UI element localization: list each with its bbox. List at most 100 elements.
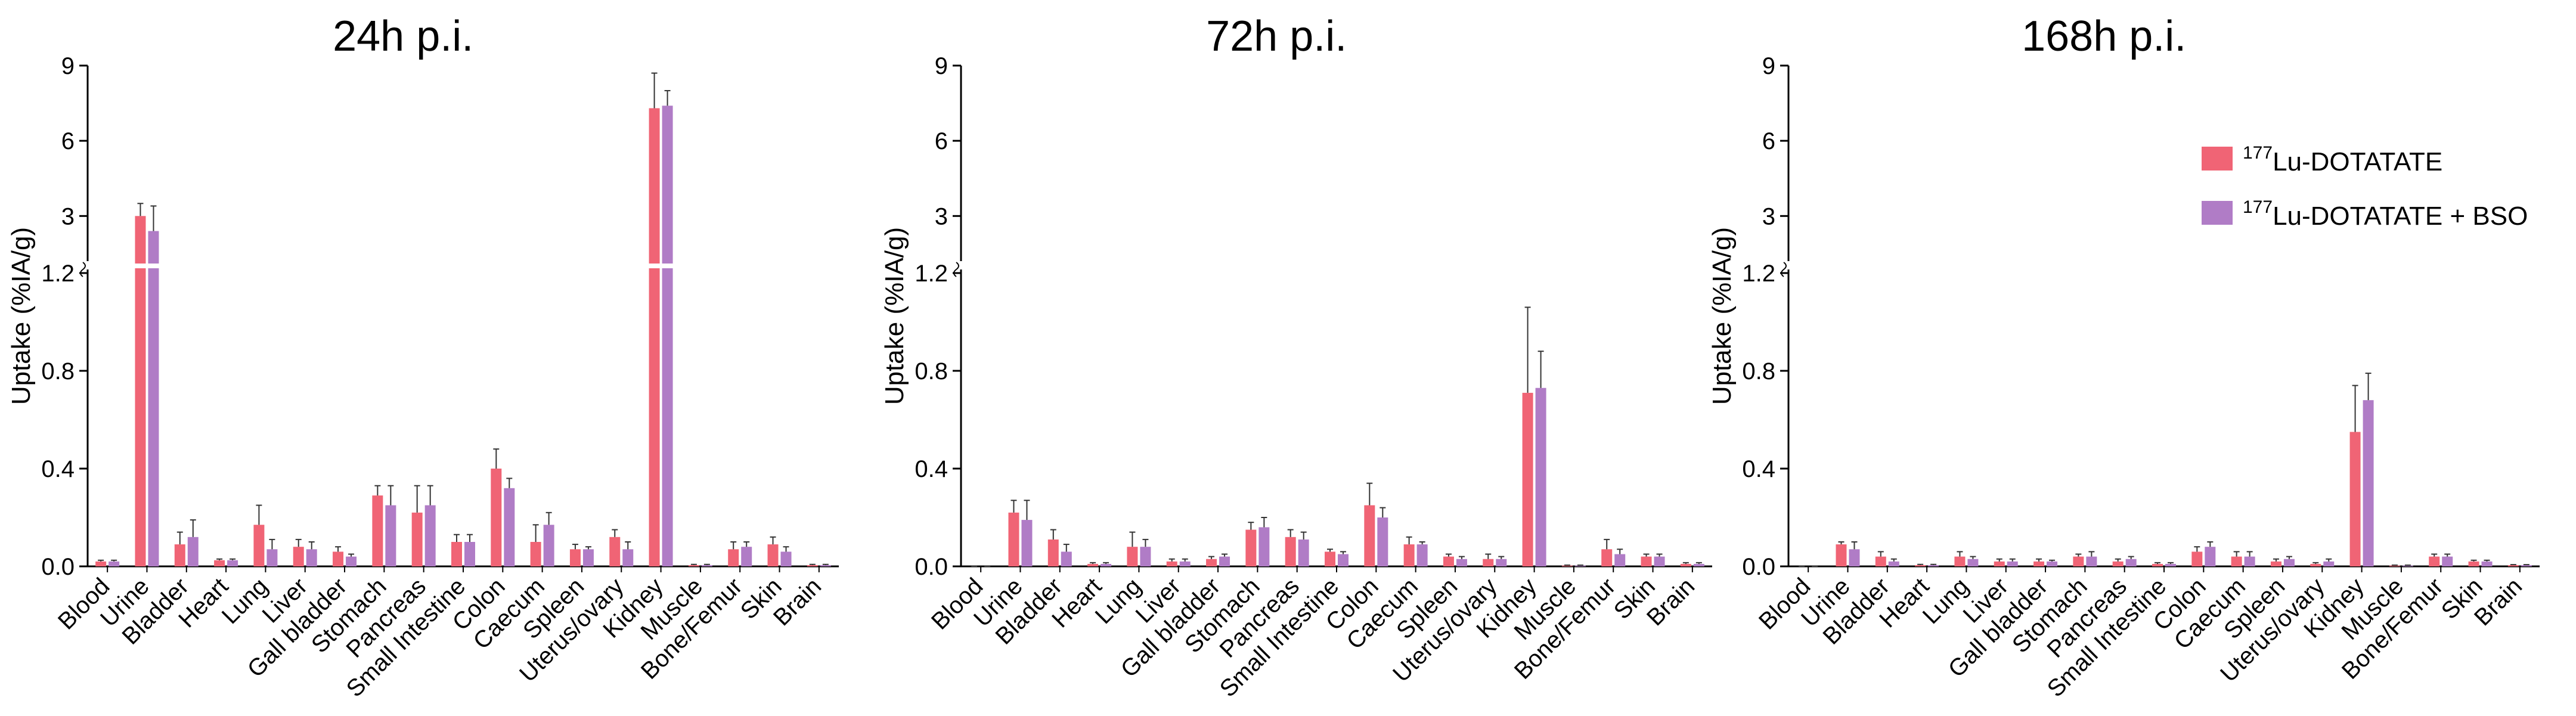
category-label-brain: Brain xyxy=(768,573,826,631)
bar-lu-dotatate-bso-caecum xyxy=(1416,544,1428,566)
y-tick-label: 9 xyxy=(1762,53,1775,79)
bar-lu-dotatate-bso-colon xyxy=(2205,547,2216,566)
bar-lu-dotatate-uterus-ovary xyxy=(609,537,621,566)
bar-lu-dotatate-bso-heart xyxy=(1928,565,1939,566)
bar-lu-dotatate-colon xyxy=(1364,505,1375,566)
bar-lu-dotatate-urine xyxy=(135,216,146,566)
bar-lu-dotatate-liver xyxy=(1994,561,2005,566)
bar-lu-dotatate-bso-spleen xyxy=(582,549,594,566)
bar-lu-dotatate-lung xyxy=(253,525,265,566)
bar-lu-dotatate-bso-pancreas xyxy=(2125,559,2137,566)
legend-swatch-lu-dotatate-bso xyxy=(2202,201,2233,225)
bar-lu-dotatate-bso-pancreas xyxy=(424,505,436,566)
bar-lu-dotatate-skin xyxy=(767,544,779,566)
bar-lu-dotatate-bso-stomach xyxy=(385,505,396,566)
category-label-brain: Brain xyxy=(1642,573,1700,631)
bar-lu-dotatate-bso-uterus-ovary xyxy=(1496,559,1507,566)
y-tick-label: 1.2 xyxy=(1742,261,1775,287)
category-label-lung: Lung xyxy=(1918,573,1974,629)
bar-lu-dotatate-bso-heart xyxy=(1101,563,1112,566)
bar-lu-dotatate-muscle xyxy=(688,565,699,566)
bar-lu-dotatate-bso-small-intestine xyxy=(1338,554,1349,566)
bar-break-gap xyxy=(147,264,160,268)
bar-lu-dotatate-colon xyxy=(2191,551,2203,566)
y-tick-label: 0.8 xyxy=(915,358,948,385)
bar-lu-dotatate-kidney xyxy=(649,108,660,566)
category-label-lung: Lung xyxy=(1090,573,1146,629)
bar-lu-dotatate-bso-bladder xyxy=(1061,551,1072,566)
chart-panel-168h-p-i: 168h p.i.Uptake (%IA/g)0.00.40.81.2369Bl… xyxy=(1707,13,2540,702)
bar-lu-dotatate-caecum xyxy=(530,542,541,566)
bar-lu-dotatate-bso-colon xyxy=(504,488,515,566)
bar-lu-dotatate-uterus-ovary xyxy=(1483,559,1494,566)
bar-lu-dotatate-bso-urine xyxy=(148,231,159,566)
bar-lu-dotatate-colon xyxy=(491,469,502,566)
bar-lu-dotatate-bso-kidney xyxy=(1535,388,1546,566)
y-axis-break-mark xyxy=(1781,262,1787,277)
bar-lu-dotatate-bso-spleen xyxy=(1456,559,1467,566)
bar-lu-dotatate-bladder xyxy=(1875,556,1886,566)
y-tick-label: 9 xyxy=(61,53,75,79)
bar-lu-dotatate-bso-urine xyxy=(1021,520,1033,566)
bar-lu-dotatate-bso-bone-femur xyxy=(2442,556,2453,566)
bar-break-gap xyxy=(661,264,674,268)
bar-lu-dotatate-gall-bladder xyxy=(1206,559,1217,566)
y-tick-label: 6 xyxy=(61,128,75,154)
y-tick-label: 0.4 xyxy=(41,456,75,482)
y-axis-break-mark xyxy=(80,262,86,277)
bar-lu-dotatate-heart xyxy=(214,560,225,566)
bar-lu-dotatate-stomach xyxy=(2073,556,2084,566)
bar-lu-dotatate-bso-brain xyxy=(1693,563,1704,566)
bar-lu-dotatate-bso-gall-bladder xyxy=(2047,561,2058,566)
bar-lu-dotatate-bso-bladder xyxy=(187,537,199,566)
bar-lu-dotatate-bso-lung xyxy=(266,549,278,566)
bar-lu-dotatate-caecum xyxy=(1403,544,1415,566)
bar-lu-dotatate-bso-liver xyxy=(306,549,317,566)
bar-lu-dotatate-bso-liver xyxy=(2007,561,2018,566)
y-tick-label: 0.0 xyxy=(41,554,75,580)
y-axis-title: Uptake (%IA/g) xyxy=(1707,227,1737,405)
bar-lu-dotatate-lung xyxy=(1127,547,1138,566)
bar-lu-dotatate-bso-stomach xyxy=(2086,556,2097,566)
bar-lu-dotatate-bso-skin xyxy=(2481,561,2493,566)
bar-lu-dotatate-pancreas xyxy=(2112,561,2124,566)
panel-title: 168h p.i. xyxy=(2022,13,2186,60)
y-tick-label: 0.8 xyxy=(1742,358,1775,385)
legend: 177Lu-DOTATATE 177Lu-DOTATATE + BSO xyxy=(2202,143,2528,231)
legend-label-lu-dotatate-bso: 177Lu-DOTATATE + BSO xyxy=(2243,197,2528,231)
y-tick-label: 0.4 xyxy=(1742,456,1775,482)
bar-lu-dotatate-bso-brain xyxy=(2521,565,2532,566)
bar-lu-dotatate-bso-urine xyxy=(1849,549,1860,566)
bar-lu-dotatate-skin xyxy=(2468,561,2479,566)
bar-lu-dotatate-pancreas xyxy=(1285,537,1296,566)
bar-lu-dotatate-small-intestine xyxy=(2152,563,2163,566)
y-tick-label: 6 xyxy=(935,128,948,154)
bar-lu-dotatate-bso-bone-femur xyxy=(1614,554,1626,566)
bar-lu-dotatate-bso-blood xyxy=(109,561,120,566)
bar-lu-dotatate-uterus-ovary xyxy=(2310,563,2321,566)
bar-lu-dotatate-blood xyxy=(95,561,107,566)
y-tick-label: 3 xyxy=(1762,203,1775,230)
bar-lu-dotatate-bso-bone-femur xyxy=(741,547,752,566)
bar-lu-dotatate-bladder xyxy=(174,544,185,566)
y-tick-label: 3 xyxy=(935,203,948,230)
bar-lu-dotatate-bso-gall-bladder xyxy=(346,556,357,566)
bar-lu-dotatate-lung xyxy=(1954,556,1966,566)
bar-lu-dotatate-small-intestine xyxy=(1325,551,1335,566)
bar-lu-dotatate-bladder xyxy=(1047,539,1059,566)
y-tick-label: 0.0 xyxy=(915,554,948,580)
bar-lu-dotatate-bso-spleen xyxy=(2283,559,2295,566)
bar-lu-dotatate-gall-bladder xyxy=(333,551,344,566)
bar-lu-dotatate-spleen xyxy=(2270,561,2281,566)
y-tick-label: 6 xyxy=(1762,128,1775,154)
bar-break-gap xyxy=(647,264,661,268)
bar-lu-dotatate-urine xyxy=(1836,544,1847,566)
bar-lu-dotatate-bone-femur xyxy=(728,549,739,566)
y-tick-label: 3 xyxy=(61,203,75,230)
bar-lu-dotatate-spleen xyxy=(1443,556,1454,566)
bar-break-gap xyxy=(134,264,147,268)
category-label-lung: Lung xyxy=(217,573,273,629)
bar-lu-dotatate-liver xyxy=(293,547,304,566)
y-tick-label: 0.8 xyxy=(41,358,75,385)
